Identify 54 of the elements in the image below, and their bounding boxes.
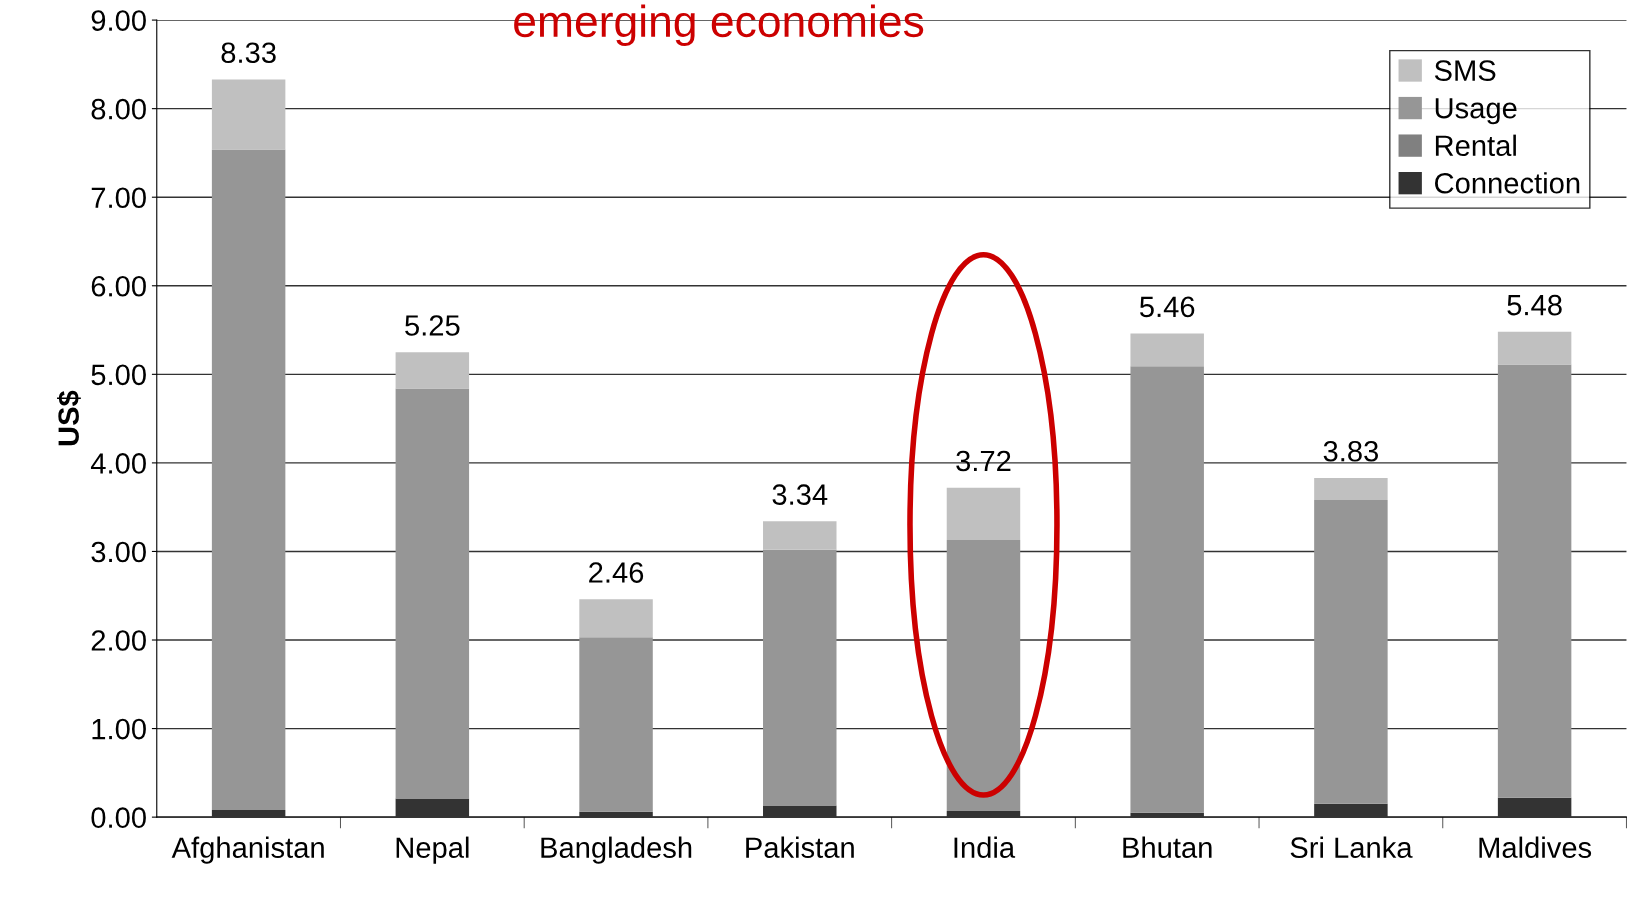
y-tick-label: 8.00 xyxy=(91,98,146,120)
y-tick-label: 0.00 xyxy=(91,807,146,828)
x-tick-label: Nepal xyxy=(396,836,469,864)
total-label: 8.33 xyxy=(221,42,276,64)
y-tick-label: 1.00 xyxy=(92,718,146,740)
bar xyxy=(1130,333,1204,367)
bar xyxy=(211,810,286,818)
x-tick-label: Afghanistan xyxy=(171,836,324,864)
bar xyxy=(211,149,286,811)
total-label: 3.34 xyxy=(772,484,828,505)
total-label: 2.46 xyxy=(589,562,644,583)
bar xyxy=(395,798,470,818)
legend-label: SMS xyxy=(1434,60,1496,81)
bar xyxy=(1130,366,1204,813)
x-tick-label: Pakistan xyxy=(746,836,854,858)
bar xyxy=(395,352,470,389)
bar xyxy=(1497,797,1572,818)
bar xyxy=(211,79,286,150)
total-label: 3.83 xyxy=(1323,440,1378,462)
total-label: 5.48 xyxy=(1507,294,1562,316)
y-tick-label: 6.00 xyxy=(91,275,146,297)
x-tick-label: Sri Lanka xyxy=(1290,836,1413,858)
bar xyxy=(1130,812,1204,818)
bar xyxy=(763,521,837,550)
bar xyxy=(579,811,653,818)
bar xyxy=(946,487,1021,540)
bar xyxy=(763,805,837,818)
bar xyxy=(1497,331,1572,365)
x-tick-label: Bhutan xyxy=(1123,836,1212,858)
legend-label: Usage xyxy=(1435,98,1517,125)
legend-label: Connection xyxy=(1435,172,1580,194)
bar xyxy=(579,637,653,812)
x-tick-label: Maldives xyxy=(1479,836,1592,858)
bar xyxy=(1314,477,1388,501)
y-tick-label: 2.00 xyxy=(91,630,146,651)
total-label: 5.25 xyxy=(405,315,460,336)
y-tick-label: 5.00 xyxy=(91,364,146,386)
y-tick-label: 9.00 xyxy=(91,10,146,31)
bar xyxy=(763,549,837,806)
total-label: 5.46 xyxy=(1139,296,1195,318)
y-tick-label: 7.00 xyxy=(91,187,146,209)
bar xyxy=(579,599,653,638)
bar xyxy=(395,388,470,799)
y-tick-label: 3.00 xyxy=(91,541,146,563)
bar xyxy=(1314,803,1388,818)
x-tick-label: Bangladesh xyxy=(541,836,692,864)
y-tick-label: 4.00 xyxy=(90,453,146,474)
bar xyxy=(1497,364,1572,798)
y-axis-title: US$ xyxy=(57,390,81,446)
bar xyxy=(946,810,1021,818)
bar xyxy=(1314,500,1388,804)
x-tick-label: India xyxy=(954,836,1016,858)
legend-label: Rental xyxy=(1435,134,1516,157)
bar xyxy=(946,539,1021,811)
